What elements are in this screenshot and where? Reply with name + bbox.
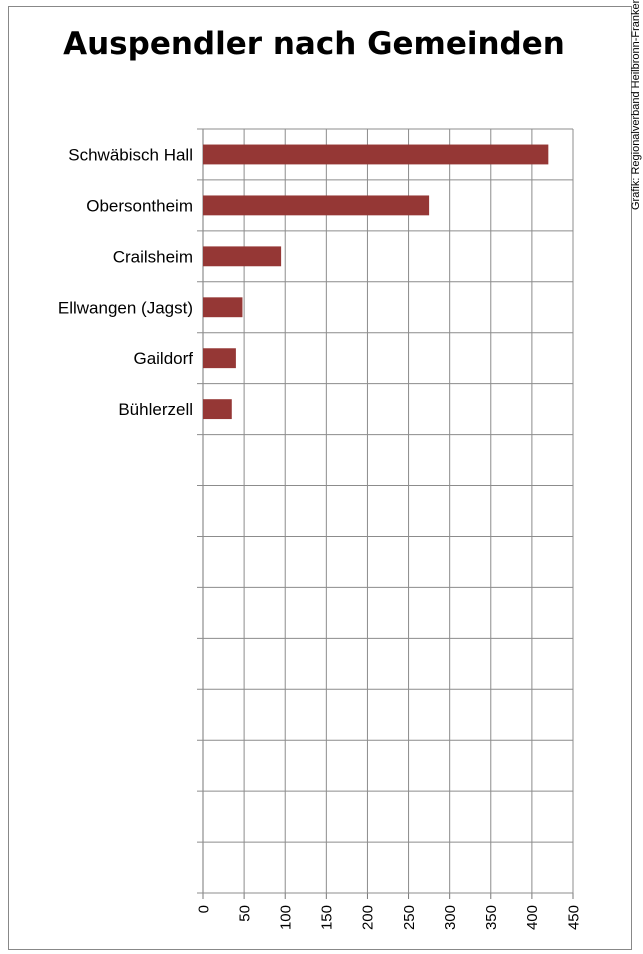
x-tick-label: 450 — [565, 905, 582, 930]
bar — [203, 195, 430, 216]
category-labels: Schwäbisch Hall Obersontheim Crailsheim Ell… — [58, 145, 193, 419]
bar — [203, 348, 236, 369]
bar — [203, 297, 243, 318]
x-tick-label: 100 — [277, 905, 294, 930]
category-label: Obersontheim — [86, 196, 193, 215]
chart-title: Auspendler nach Gemeinden — [63, 26, 565, 62]
category-label: Schwäbisch Hall — [68, 145, 193, 164]
x-tick-label: 300 — [442, 905, 459, 930]
grid-lines — [197, 128, 574, 899]
bar — [203, 399, 232, 420]
bar — [203, 246, 282, 267]
category-label: Crailsheim — [113, 247, 193, 266]
category-label: Ellwangen (Jagst) — [58, 298, 193, 317]
x-tick-label: 50 — [236, 905, 253, 922]
bar — [203, 144, 549, 165]
bars — [203, 144, 549, 420]
x-tick-label: 350 — [483, 905, 500, 930]
x-tick-label: 400 — [524, 905, 541, 930]
x-tick-labels: 0 50 100 150 200 250 300 350 400 450 — [195, 905, 582, 930]
x-tick-label: 250 — [401, 905, 418, 930]
x-tick-label: 0 — [195, 905, 212, 913]
x-tick-label: 200 — [360, 905, 377, 930]
category-label: Gaildorf — [133, 349, 193, 368]
x-tick-label: 150 — [319, 905, 336, 930]
category-label: Bühlerzell — [118, 400, 193, 419]
chart-frame — [8, 6, 632, 950]
